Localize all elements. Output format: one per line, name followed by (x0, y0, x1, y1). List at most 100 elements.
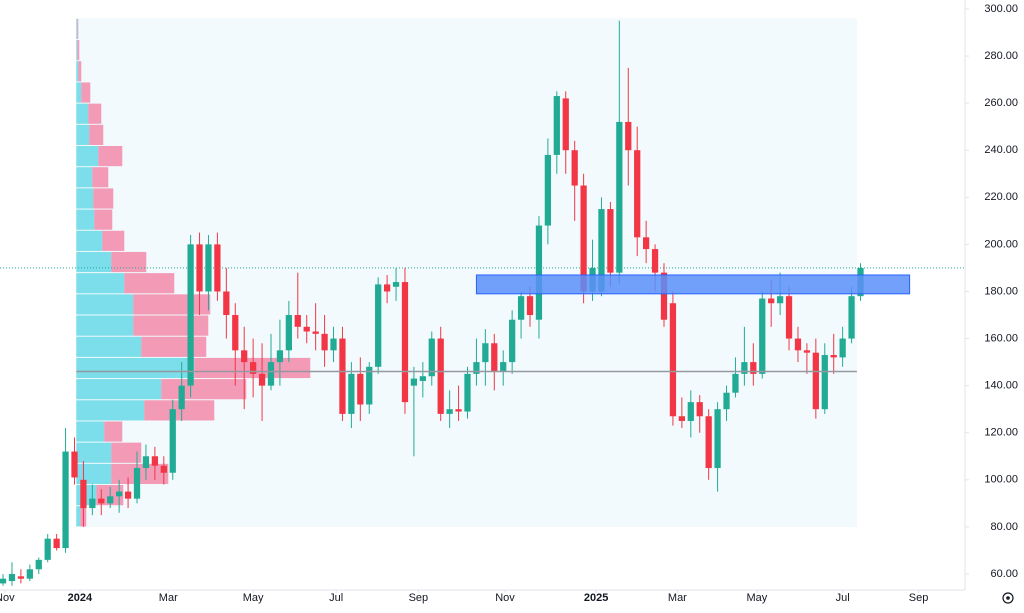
profile-up-bar (76, 421, 105, 442)
candle-body (696, 402, 703, 417)
profile-up-bar (76, 61, 79, 82)
candle-body (553, 96, 560, 155)
profile-down-bar (102, 230, 125, 251)
y-tick-label: 120.00 (984, 427, 1018, 439)
candle-body (571, 150, 578, 186)
candle-body (526, 296, 534, 316)
y-tick-label: 200.00 (984, 238, 1018, 250)
candle-body (643, 237, 650, 250)
profile-up-bar (76, 273, 125, 294)
candle-body (383, 284, 391, 292)
candle-body (419, 376, 426, 381)
candle-body (732, 373, 739, 393)
candle-body (124, 491, 132, 499)
x-tick-label: Mar (668, 592, 687, 604)
x-tick-label: 2024 (68, 592, 93, 604)
profile-down-bar (89, 124, 104, 145)
profile-up-bar (76, 230, 103, 251)
candle-body (794, 338, 802, 351)
profile-up-bar (76, 124, 90, 145)
y-tick-label: 140.00 (984, 380, 1018, 392)
profile-down-bar (77, 18, 79, 40)
candle-body (330, 338, 337, 351)
candle-body (8, 573, 16, 582)
settings-icon-center[interactable] (1006, 596, 1010, 600)
candle-body (821, 355, 828, 410)
candle-body (98, 498, 105, 504)
candle-body (133, 468, 141, 499)
candle-body (607, 209, 614, 273)
profile-down-bar (93, 188, 114, 209)
candle-body (455, 409, 462, 412)
candle-body (678, 416, 685, 421)
candle-body (357, 373, 364, 405)
profile-up-bar (76, 188, 94, 209)
profile-up-bar (76, 145, 99, 167)
candle-body (205, 244, 212, 292)
profile-up-bar (76, 82, 82, 103)
candle-body (723, 392, 730, 410)
candle-body (214, 244, 221, 292)
candle-body (151, 456, 159, 466)
x-tick-label: Nov (0, 592, 15, 604)
candle-body (750, 362, 757, 374)
y-tick-label: 180.00 (984, 285, 1018, 297)
candle-body (634, 150, 641, 238)
profile-down-bar (141, 336, 207, 357)
candle-body (785, 296, 793, 339)
x-tick-label: May (746, 592, 767, 604)
profile-down-bar (111, 442, 142, 463)
settings-icon[interactable] (1002, 592, 1014, 604)
candle-body (44, 538, 51, 560)
candle-body (321, 333, 328, 351)
candle-body (428, 338, 435, 377)
profile-down-bar (78, 61, 82, 82)
profile-up-bar (76, 400, 145, 421)
candle-body (517, 296, 525, 320)
candle-body (759, 298, 766, 374)
candle-body (276, 350, 284, 363)
candle-body (437, 338, 444, 414)
candle-body (339, 338, 346, 414)
candle-body (80, 479, 87, 509)
profile-up-bar (76, 103, 89, 124)
profile-down-bar (124, 273, 175, 294)
profile-down-bar (88, 103, 102, 124)
y-tick-label: 260.00 (984, 97, 1018, 109)
profile-down-bar (161, 379, 247, 400)
candle-body (35, 559, 42, 570)
candle-body (250, 362, 257, 374)
y-tick-label: 100.00 (984, 474, 1018, 486)
candle-body (0, 578, 7, 584)
candle-body (285, 315, 292, 351)
candle-body (446, 409, 453, 414)
candle-body (768, 298, 775, 304)
candle-body (366, 366, 373, 405)
profile-down-bar (77, 40, 80, 61)
candle-body (241, 350, 248, 363)
candle-body (500, 362, 507, 372)
y-tick-label: 220.00 (984, 191, 1018, 203)
x-tick-label: Jul (329, 592, 343, 604)
candle-body (187, 244, 194, 386)
profile-up-bar (76, 442, 112, 463)
candle-body (294, 315, 301, 327)
candle-body (169, 409, 176, 473)
profile-down-bar (98, 145, 123, 167)
profile-up-bar (76, 506, 81, 527)
settings-button[interactable] (1002, 592, 1014, 604)
candle-body (348, 373, 355, 414)
y-tick-label: 80.00 (990, 521, 1018, 533)
x-tick-label: Jul (836, 592, 850, 604)
candle-body (392, 282, 400, 287)
candle-body (401, 282, 409, 403)
x-tick-label: Nov (495, 592, 515, 604)
candle-body (375, 284, 382, 367)
profile-up-bar (76, 315, 134, 336)
candle-body (535, 225, 543, 320)
candle-body (89, 498, 96, 509)
candle-body (107, 496, 114, 504)
candle-body (580, 185, 587, 292)
profile-down-bar (92, 167, 109, 188)
